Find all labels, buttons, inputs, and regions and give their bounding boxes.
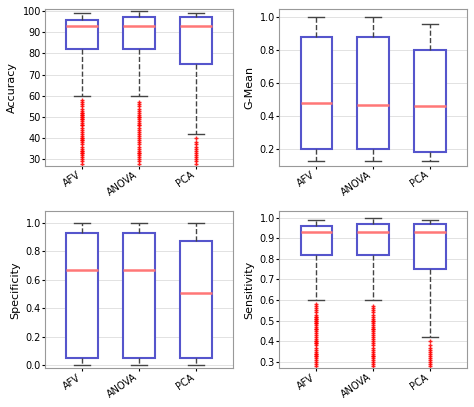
PathPatch shape	[414, 50, 446, 153]
PathPatch shape	[180, 18, 211, 64]
PathPatch shape	[301, 226, 332, 255]
PathPatch shape	[357, 224, 389, 255]
PathPatch shape	[357, 37, 389, 149]
PathPatch shape	[301, 37, 332, 149]
PathPatch shape	[414, 224, 446, 269]
PathPatch shape	[180, 241, 211, 358]
PathPatch shape	[123, 18, 155, 49]
Y-axis label: Accuracy: Accuracy	[7, 62, 17, 113]
Y-axis label: Specificity: Specificity	[10, 261, 20, 319]
PathPatch shape	[66, 20, 98, 49]
Y-axis label: G-Mean: G-Mean	[244, 66, 254, 109]
Y-axis label: Sensitivity: Sensitivity	[244, 260, 254, 319]
PathPatch shape	[66, 233, 98, 358]
PathPatch shape	[123, 233, 155, 358]
